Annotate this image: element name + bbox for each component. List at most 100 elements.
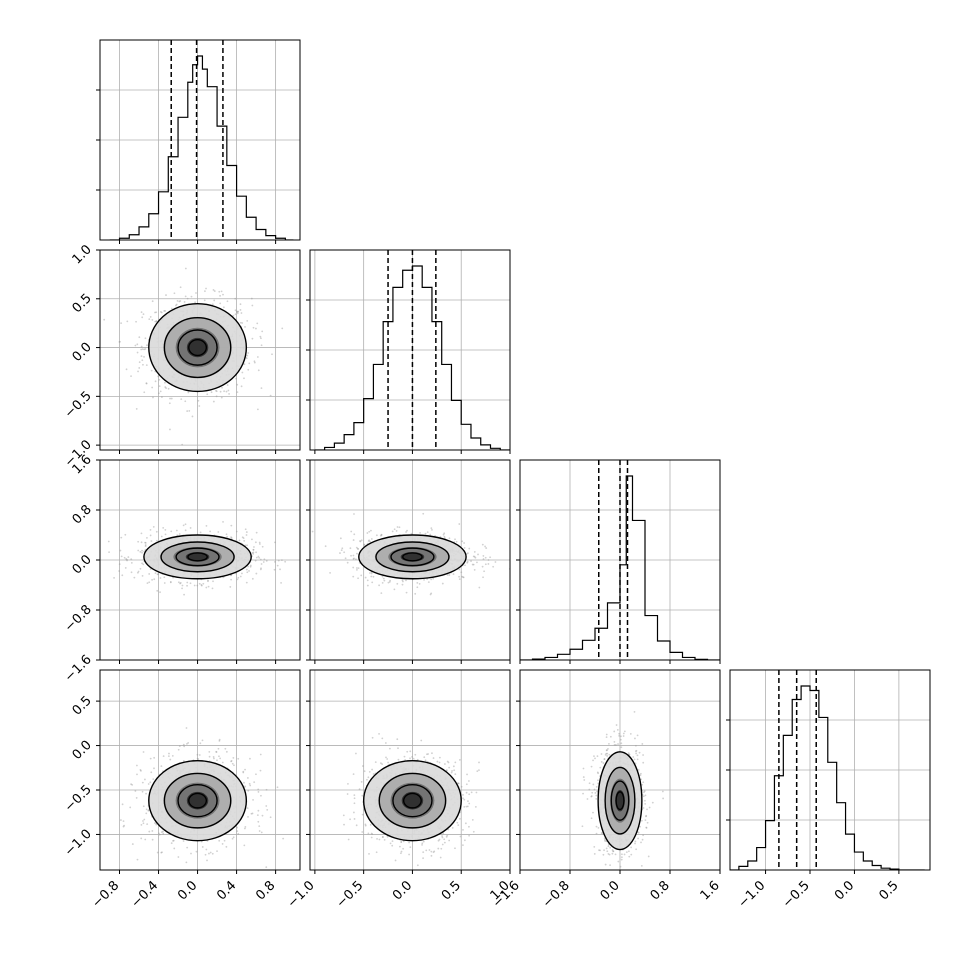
sample-point — [230, 760, 233, 762]
sample-point — [387, 761, 389, 764]
sample-point — [450, 771, 453, 774]
sample-point — [218, 755, 220, 758]
sample-point — [458, 575, 460, 578]
sample-point — [218, 740, 221, 742]
sample-point — [261, 814, 264, 817]
sample-point — [256, 322, 259, 325]
sample-point — [155, 320, 158, 322]
sample-point — [201, 739, 204, 742]
sample-point — [144, 545, 147, 548]
sample-point — [107, 540, 110, 543]
sample-point — [462, 576, 465, 579]
sample-point — [187, 391, 190, 394]
sample-point — [619, 865, 622, 868]
sample-point — [143, 391, 146, 394]
density-fill-3 — [186, 337, 209, 358]
sample-point — [238, 539, 241, 542]
sample-point — [353, 797, 356, 800]
sample-point — [448, 839, 451, 842]
sample-point — [228, 393, 230, 395]
sample-point — [176, 534, 179, 537]
sample-point — [397, 758, 400, 761]
sample-point — [184, 295, 187, 298]
y-tick-label: 0.5 — [70, 291, 95, 316]
sample-point — [148, 318, 151, 321]
pair-panel-3-2: −1.6 −0.8 0.0 0.8 1.6 — [490, 669, 723, 911]
sample-point — [411, 755, 413, 758]
sample-point — [489, 556, 492, 559]
sample-point — [216, 850, 218, 852]
sample-point — [353, 794, 356, 797]
sample-point — [586, 798, 589, 800]
sample-point — [154, 320, 157, 323]
sample-point — [195, 850, 198, 853]
sample-point — [363, 543, 365, 546]
sample-point — [162, 832, 165, 835]
sample-point — [171, 754, 174, 757]
panel-content — [310, 250, 510, 450]
sample-point — [151, 838, 154, 841]
sample-point — [637, 769, 640, 771]
sample-point — [416, 582, 419, 584]
sample-point — [152, 778, 155, 780]
sample-point — [443, 841, 446, 844]
sample-point — [637, 837, 640, 840]
y-tick-label: 0.5 — [70, 693, 95, 718]
sample-point — [459, 835, 462, 838]
sample-point — [244, 785, 247, 788]
contour-0 — [143, 534, 252, 580]
sample-point — [468, 802, 471, 805]
sample-point — [208, 755, 211, 758]
sample-point — [136, 858, 139, 861]
sample-point — [156, 851, 159, 854]
sample-point — [246, 319, 249, 322]
sample-point — [402, 840, 405, 843]
sample-point — [340, 549, 343, 552]
sample-point — [155, 823, 158, 826]
sample-point — [421, 842, 424, 845]
sample-point — [281, 559, 283, 562]
sample-point — [360, 539, 363, 542]
sample-point — [146, 536, 148, 539]
sample-point — [420, 739, 423, 742]
sample-point — [151, 386, 154, 389]
sample-point — [206, 393, 209, 396]
sample-point — [186, 846, 189, 849]
sample-point — [125, 368, 128, 371]
sample-point — [474, 556, 477, 559]
sample-point — [142, 363, 144, 366]
sample-point — [251, 304, 254, 307]
sample-point — [343, 823, 345, 826]
sample-point — [245, 568, 248, 571]
sample-point — [167, 755, 170, 758]
sample-point — [324, 545, 327, 548]
sample-point — [184, 400, 187, 403]
sample-point — [178, 533, 181, 535]
x-tick-label: 0.5 — [439, 878, 464, 903]
sample-point — [257, 809, 260, 812]
sample-point — [468, 793, 471, 796]
pair-panel-1-0: −1.0−0.50.00.51.0 — [62, 242, 301, 470]
sample-point — [384, 742, 387, 744]
sample-point — [126, 558, 128, 561]
sample-point — [137, 549, 140, 552]
sample-point — [371, 736, 374, 739]
sample-point — [253, 546, 255, 548]
sample-point — [124, 567, 127, 569]
sample-point — [196, 584, 199, 587]
sample-point — [432, 851, 435, 854]
sample-point — [140, 769, 142, 772]
sample-point — [213, 299, 216, 302]
sample-point — [639, 825, 641, 828]
sample-point — [355, 752, 357, 755]
sample-point — [159, 310, 162, 313]
sample-point — [458, 568, 461, 571]
sample-point — [427, 581, 430, 584]
sample-point — [138, 367, 141, 369]
sample-point — [197, 758, 200, 761]
sample-point — [122, 820, 125, 822]
sample-point — [364, 824, 367, 827]
sample-point — [130, 558, 133, 561]
sample-point — [422, 840, 425, 843]
sample-point — [463, 805, 466, 808]
